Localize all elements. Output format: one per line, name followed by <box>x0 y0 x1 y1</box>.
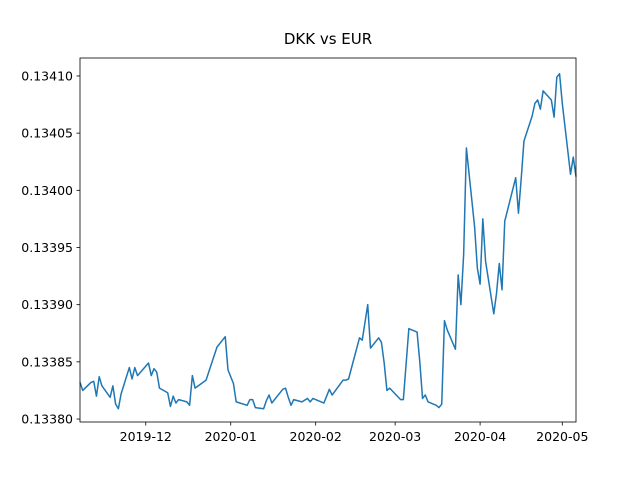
x-tick-label: 2019-12 <box>120 429 172 444</box>
plot-frame <box>79 57 577 423</box>
line <box>79 72 577 410</box>
x-tick-label: 2020-01 <box>205 429 257 444</box>
x-tick-label: 2020-03 <box>369 429 421 444</box>
y-tick-label: 0.13405 <box>21 126 73 141</box>
y-tick-label: 0.13410 <box>21 68 73 83</box>
x-tick-label: 2020-02 <box>290 429 342 444</box>
y-tick-label: 0.13395 <box>21 240 73 255</box>
y-tick-label: 0.13385 <box>21 354 73 369</box>
y-tick-label: 0.13400 <box>21 183 73 198</box>
x-tick-label: 2020-05 <box>536 429 588 444</box>
chart-title: DKK vs EUR <box>284 30 372 48</box>
y-tick-label: 0.13390 <box>21 297 73 312</box>
x-tick-label: 2020-04 <box>454 429 506 444</box>
y-tick-label: 0.13380 <box>21 412 73 427</box>
